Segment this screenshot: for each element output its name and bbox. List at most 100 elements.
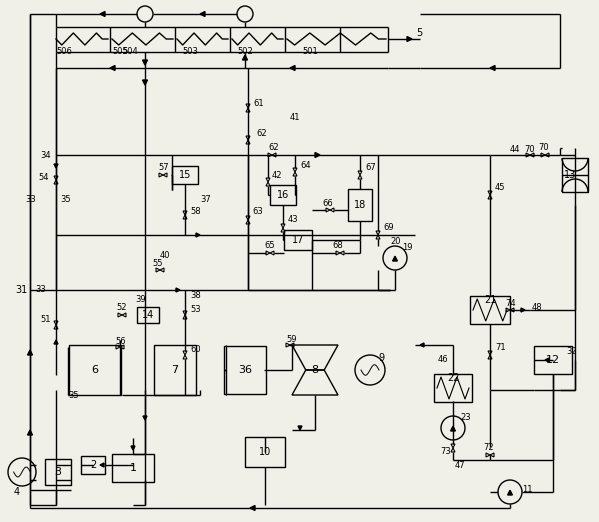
Text: 69: 69 — [383, 223, 394, 232]
Text: 1: 1 — [129, 463, 137, 473]
Text: 13: 13 — [564, 170, 576, 180]
Text: 17: 17 — [292, 235, 304, 245]
Polygon shape — [243, 55, 247, 60]
Text: 71: 71 — [495, 343, 506, 352]
Text: 21: 21 — [484, 295, 497, 305]
Text: 53: 53 — [190, 305, 201, 314]
Text: 62: 62 — [268, 144, 279, 152]
Polygon shape — [200, 11, 205, 17]
Text: 12: 12 — [546, 355, 560, 365]
Bar — [172, 166, 198, 184]
Text: 10: 10 — [259, 447, 271, 457]
Polygon shape — [290, 65, 295, 70]
Text: 45: 45 — [495, 184, 506, 193]
Text: 502: 502 — [237, 46, 253, 55]
Polygon shape — [490, 65, 495, 70]
Text: 44: 44 — [510, 145, 521, 153]
Text: 20: 20 — [390, 238, 401, 246]
Polygon shape — [143, 80, 147, 85]
Polygon shape — [54, 340, 58, 344]
Text: 67: 67 — [365, 163, 376, 172]
Polygon shape — [131, 446, 135, 450]
Text: 5: 5 — [416, 28, 422, 38]
Text: 64: 64 — [300, 160, 311, 170]
Polygon shape — [176, 288, 180, 292]
Text: 506: 506 — [56, 46, 72, 55]
Text: 72: 72 — [483, 443, 494, 452]
Text: 33: 33 — [25, 196, 36, 205]
Text: 505: 505 — [112, 46, 128, 55]
Bar — [245, 437, 285, 467]
Text: 11: 11 — [522, 485, 533, 494]
Text: 41: 41 — [290, 113, 301, 123]
Text: 504: 504 — [122, 46, 138, 55]
Text: 51: 51 — [40, 315, 50, 325]
Text: 54: 54 — [38, 173, 49, 183]
Bar — [81, 456, 105, 474]
Polygon shape — [28, 350, 32, 355]
Polygon shape — [28, 430, 32, 435]
Text: 7: 7 — [171, 365, 179, 375]
Text: 60: 60 — [190, 346, 201, 354]
Text: 74: 74 — [505, 299, 516, 307]
Text: 47: 47 — [455, 460, 465, 469]
Text: 19: 19 — [402, 243, 413, 253]
Text: 59: 59 — [286, 335, 297, 343]
Bar — [434, 374, 472, 402]
Text: 501: 501 — [302, 46, 317, 55]
Text: 8: 8 — [311, 365, 319, 375]
Text: 32: 32 — [566, 348, 577, 357]
Text: 55: 55 — [152, 258, 162, 267]
Text: 42: 42 — [272, 171, 283, 180]
Text: 73: 73 — [440, 447, 451, 457]
Polygon shape — [545, 358, 549, 362]
Bar — [270, 185, 296, 205]
Bar — [534, 346, 572, 374]
Text: 63: 63 — [252, 208, 263, 217]
Text: 36: 36 — [238, 365, 252, 375]
Text: 16: 16 — [277, 190, 289, 200]
Text: 61: 61 — [253, 99, 264, 108]
Text: 35: 35 — [68, 390, 78, 399]
Bar — [69, 345, 121, 395]
Bar — [224, 346, 266, 394]
Polygon shape — [420, 343, 424, 347]
Text: 40: 40 — [160, 251, 171, 259]
Text: 39: 39 — [135, 295, 146, 304]
Text: 2: 2 — [90, 460, 96, 470]
Text: 62: 62 — [256, 128, 267, 137]
Polygon shape — [298, 426, 302, 430]
Text: 46: 46 — [438, 355, 449, 364]
Text: 52: 52 — [116, 303, 126, 313]
Text: 35: 35 — [60, 196, 71, 205]
Polygon shape — [521, 308, 525, 312]
Bar — [284, 230, 312, 250]
Text: 65: 65 — [264, 242, 274, 251]
Polygon shape — [507, 490, 512, 495]
Polygon shape — [450, 426, 455, 431]
Polygon shape — [315, 152, 320, 158]
Text: 48: 48 — [532, 303, 543, 312]
Text: 66: 66 — [322, 198, 333, 208]
Text: 4: 4 — [14, 487, 20, 497]
Text: 33: 33 — [35, 286, 46, 294]
Bar — [112, 454, 154, 482]
Bar — [137, 307, 159, 323]
Text: 57: 57 — [158, 163, 169, 172]
Text: 18: 18 — [354, 200, 366, 210]
Bar — [154, 345, 196, 395]
Text: 37: 37 — [200, 196, 211, 205]
Text: 56: 56 — [115, 337, 126, 346]
Polygon shape — [143, 60, 147, 65]
Bar — [470, 296, 510, 324]
Bar — [348, 189, 372, 221]
Text: 6: 6 — [92, 365, 98, 375]
Text: 58: 58 — [190, 208, 201, 217]
Text: 43: 43 — [288, 216, 299, 224]
Text: 31: 31 — [15, 285, 27, 295]
Polygon shape — [100, 463, 104, 467]
Polygon shape — [110, 65, 115, 70]
Polygon shape — [54, 164, 58, 168]
Text: 14: 14 — [142, 310, 154, 320]
Text: 34: 34 — [40, 150, 51, 160]
